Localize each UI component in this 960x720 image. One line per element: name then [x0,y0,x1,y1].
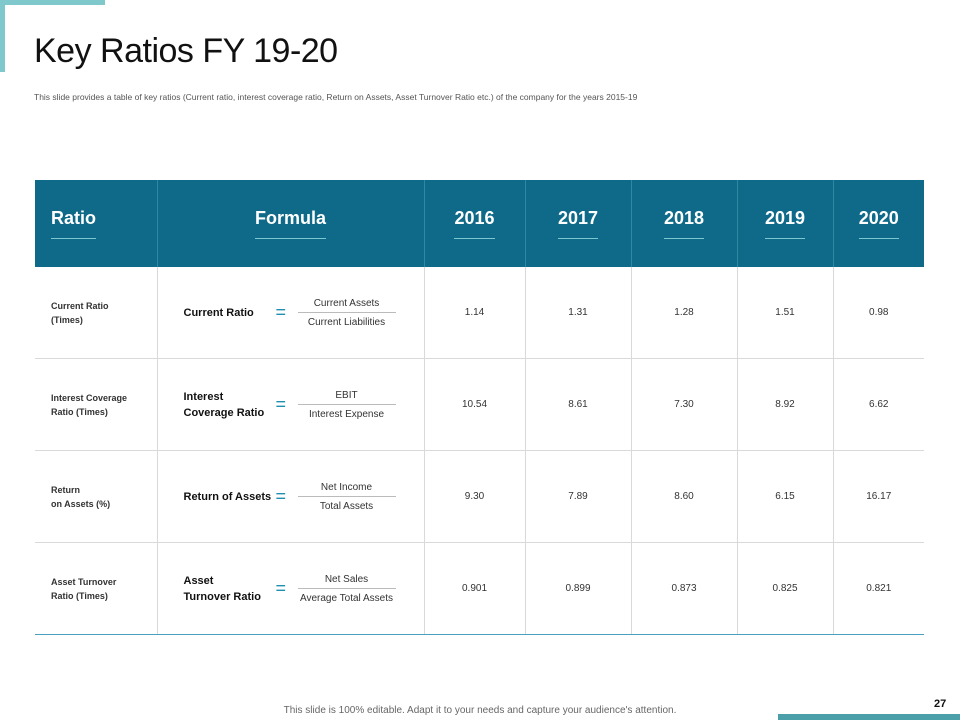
value-cell: 0.98 [832,267,924,359]
value-cell: 16.17 [832,450,924,543]
formula-fraction: Net Income Total Assets [297,482,396,512]
formula-name: Asset Turnover Ratio [183,574,261,603]
value-cell: 8.92 [736,358,833,451]
header-ratio: Ratio [35,180,157,267]
corner-bracket-decoration [0,0,105,72]
equals-sign: = [275,302,287,322]
fraction-numerator: Net Sales [297,574,396,589]
header-year-2018: 2018 [630,180,737,267]
formula-cell: Return of Assets = Net Income Total Asse… [156,450,424,543]
formula-cell: Interest Coverage Ratio = EBIT Interest E… [156,358,424,451]
value-cell: 7.89 [524,450,631,543]
value-cell: 0.899 [524,542,631,635]
value-cell: 1.31 [524,267,631,359]
bottom-accent-bar [778,714,960,720]
ratio-label: Asset Turnover Ratio (Times) [35,542,157,635]
fraction-denominator: Total Assets [319,500,374,512]
ratio-label: Current Ratio (Times) [35,267,157,359]
table-row: Return on Assets (%) Return of Assets = N… [35,450,924,543]
page-number: 27 [934,698,947,710]
key-ratios-table-container: Ratio Formula 2016 2017 2018 2019 2020 C… [35,180,924,635]
slide-footer-note: This slide is 100% editable. Adapt it to… [283,705,677,716]
value-cell: 0.901 [423,542,525,635]
formula-fraction: Current Assets Current Liabilities [297,298,396,328]
value-cell: 7.30 [630,358,737,451]
ratio-label: Return on Assets (%) [35,450,157,543]
value-cell: 0.825 [736,542,833,635]
value-cell: 9.30 [423,450,525,543]
formula-fraction: EBIT Interest Expense [297,390,396,420]
value-cell: 1.14 [423,267,525,359]
value-cell: 6.15 [736,450,833,543]
value-cell: 0.821 [832,542,924,635]
fraction-denominator: Current Liabilities [307,316,386,328]
value-cell: 0.873 [630,542,737,635]
formula-name: Interest Coverage Ratio [183,390,265,419]
slide-title: Key Ratios FY 19-20 [34,32,338,70]
equals-sign: = [275,578,287,598]
header-year-2019: 2019 [736,180,833,267]
value-cell: 1.28 [630,267,737,359]
table-header-row: Ratio Formula 2016 2017 2018 2019 2020 [35,180,924,267]
header-year-2020: 2020 [832,180,924,267]
header-year-2016: 2016 [423,180,525,267]
key-ratios-table: Ratio Formula 2016 2017 2018 2019 2020 C… [35,180,924,635]
fraction-denominator: Average Total Assets [299,592,394,604]
fraction-denominator: Interest Expense [308,408,385,420]
formula-cell: Asset Turnover Ratio = Net Sales Average … [156,542,424,635]
header-year-2017: 2017 [524,180,631,267]
table-row: Interest Coverage Ratio (Times) Interest C… [35,358,924,451]
formula-cell: Current Ratio = Current Assets Current L… [156,267,424,359]
table-row: Current Ratio (Times) Current Ratio = Cur… [35,267,924,359]
value-cell: 10.54 [423,358,525,451]
ratio-label: Interest Coverage Ratio (Times) [35,358,157,451]
fraction-numerator: Net Income [297,482,396,497]
equals-sign: = [275,394,287,414]
value-cell: 8.61 [524,358,631,451]
formula-name: Return of Assets [183,490,272,503]
value-cell: 8.60 [630,450,737,543]
equals-sign: = [275,486,287,506]
value-cell: 1.51 [736,267,833,359]
header-formula: Formula [156,180,424,267]
fraction-numerator: EBIT [297,390,396,405]
slide-subtitle: This slide provides a table of key ratio… [34,92,638,102]
formula-name: Current Ratio [183,306,254,319]
value-cell: 6.62 [832,358,924,451]
fraction-numerator: Current Assets [297,298,396,313]
table-row: Asset Turnover Ratio (Times) Asset Turnove… [35,542,924,635]
formula-fraction: Net Sales Average Total Assets [297,574,396,604]
